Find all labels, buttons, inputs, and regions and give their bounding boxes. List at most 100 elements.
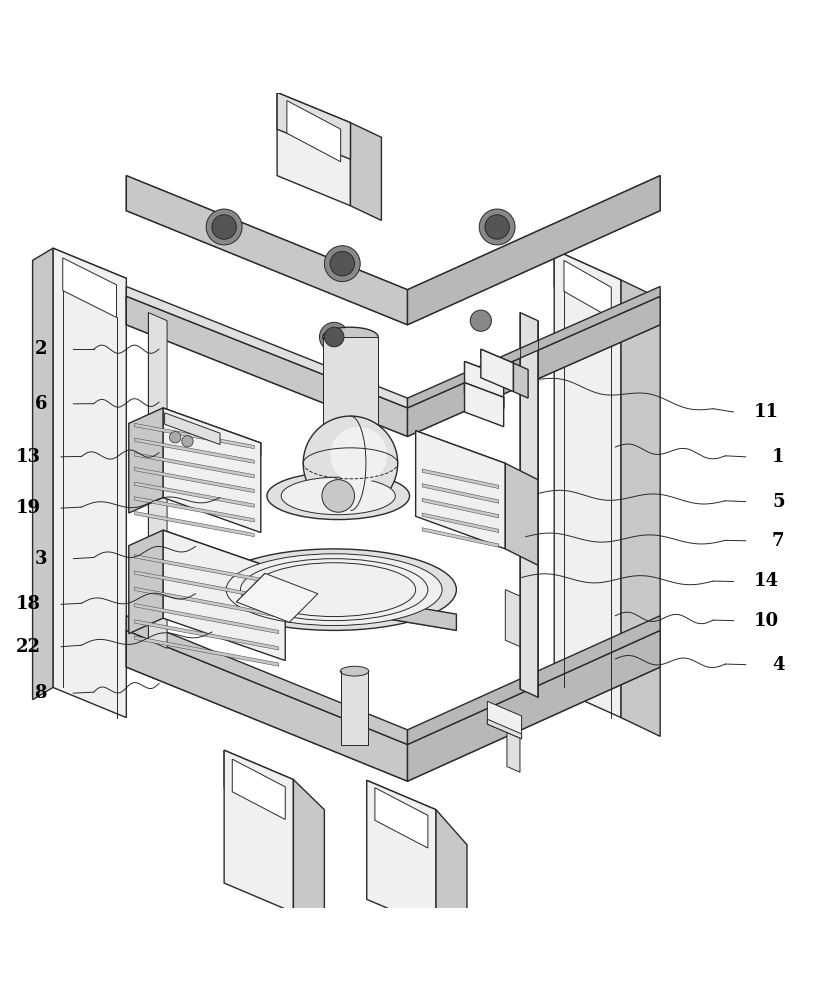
Polygon shape (126, 286, 407, 408)
Polygon shape (520, 313, 538, 697)
Circle shape (330, 251, 355, 276)
Polygon shape (277, 93, 350, 159)
Polygon shape (422, 484, 499, 503)
Polygon shape (507, 718, 520, 772)
Polygon shape (134, 636, 279, 666)
Circle shape (206, 209, 242, 245)
Circle shape (324, 246, 360, 282)
Circle shape (470, 310, 491, 331)
Polygon shape (163, 408, 261, 455)
Polygon shape (126, 616, 407, 744)
Polygon shape (134, 555, 279, 585)
Polygon shape (126, 176, 407, 325)
Circle shape (324, 327, 344, 347)
Polygon shape (212, 577, 456, 630)
Polygon shape (53, 248, 126, 317)
Polygon shape (481, 349, 513, 371)
Circle shape (182, 436, 193, 447)
Ellipse shape (281, 477, 395, 515)
Polygon shape (367, 780, 436, 845)
Polygon shape (134, 423, 254, 449)
Polygon shape (487, 701, 522, 739)
Polygon shape (148, 313, 167, 648)
Polygon shape (367, 780, 436, 929)
Polygon shape (163, 530, 285, 661)
Polygon shape (465, 361, 504, 386)
Text: 22: 22 (16, 638, 41, 656)
Polygon shape (487, 719, 522, 739)
Polygon shape (163, 530, 285, 585)
Text: 19: 19 (16, 499, 41, 517)
Polygon shape (416, 431, 505, 549)
Text: 13: 13 (16, 448, 41, 466)
Ellipse shape (341, 666, 368, 676)
Ellipse shape (323, 327, 378, 347)
Ellipse shape (212, 549, 456, 630)
Polygon shape (129, 408, 163, 513)
Circle shape (485, 215, 509, 239)
Text: 7: 7 (772, 532, 785, 550)
Polygon shape (422, 469, 499, 489)
Polygon shape (212, 573, 456, 630)
Polygon shape (422, 528, 499, 547)
Polygon shape (163, 408, 261, 533)
Circle shape (479, 209, 515, 245)
Polygon shape (408, 296, 660, 436)
Polygon shape (224, 750, 293, 912)
Circle shape (319, 322, 349, 352)
Text: 1: 1 (772, 448, 785, 466)
Polygon shape (621, 280, 660, 736)
Text: 18: 18 (16, 595, 41, 613)
Polygon shape (63, 258, 117, 317)
Polygon shape (422, 498, 499, 518)
Polygon shape (436, 810, 467, 943)
Polygon shape (53, 248, 126, 718)
Circle shape (212, 215, 236, 239)
Polygon shape (134, 438, 254, 463)
Polygon shape (408, 630, 660, 781)
Text: 10: 10 (754, 612, 778, 630)
Polygon shape (554, 250, 621, 317)
Polygon shape (126, 296, 660, 436)
Text: 11: 11 (754, 403, 778, 421)
Ellipse shape (226, 554, 443, 626)
Polygon shape (134, 453, 254, 478)
Polygon shape (341, 671, 368, 744)
Polygon shape (134, 511, 254, 537)
Polygon shape (350, 123, 381, 220)
Polygon shape (277, 93, 350, 206)
Polygon shape (408, 286, 660, 408)
Text: 3: 3 (34, 550, 47, 568)
Polygon shape (416, 431, 505, 476)
Polygon shape (33, 248, 53, 700)
Polygon shape (232, 759, 285, 819)
Ellipse shape (267, 472, 409, 520)
Polygon shape (465, 361, 504, 409)
Polygon shape (287, 101, 341, 162)
Polygon shape (165, 413, 220, 445)
Polygon shape (408, 616, 660, 744)
Polygon shape (134, 497, 254, 522)
Polygon shape (293, 780, 324, 928)
Polygon shape (505, 463, 538, 565)
Circle shape (303, 416, 398, 511)
Polygon shape (564, 260, 611, 318)
Polygon shape (134, 482, 254, 507)
Polygon shape (465, 383, 504, 427)
Circle shape (330, 427, 387, 484)
Polygon shape (134, 467, 254, 493)
Polygon shape (323, 337, 378, 439)
Polygon shape (134, 571, 279, 601)
Polygon shape (465, 383, 504, 407)
Polygon shape (126, 630, 407, 781)
Polygon shape (126, 630, 660, 781)
Polygon shape (134, 587, 279, 617)
Text: 2: 2 (34, 340, 47, 358)
Text: 5: 5 (772, 493, 785, 511)
Circle shape (170, 432, 181, 443)
Text: 8: 8 (34, 684, 47, 702)
Ellipse shape (323, 429, 378, 449)
Text: 4: 4 (772, 656, 785, 674)
Polygon shape (505, 590, 524, 648)
Polygon shape (554, 250, 621, 718)
